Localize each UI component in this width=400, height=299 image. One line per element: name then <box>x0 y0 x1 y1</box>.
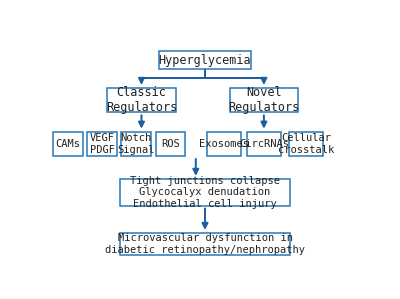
Text: CircRNAs: CircRNAs <box>239 139 289 149</box>
Text: Notch
Signal: Notch Signal <box>118 133 155 155</box>
FancyBboxPatch shape <box>53 132 83 156</box>
FancyBboxPatch shape <box>107 88 176 112</box>
FancyBboxPatch shape <box>206 132 241 156</box>
Text: Microvascular dysfunction in
diabetic retinopathy/nephropathy: Microvascular dysfunction in diabetic re… <box>105 234 305 255</box>
FancyBboxPatch shape <box>120 179 290 206</box>
Text: Hyperglycemia: Hyperglycemia <box>159 54 251 67</box>
FancyBboxPatch shape <box>289 132 323 156</box>
Text: Cellular
crosstalk: Cellular crosstalk <box>278 133 334 155</box>
Text: ROS: ROS <box>161 139 180 149</box>
FancyBboxPatch shape <box>158 51 252 69</box>
FancyBboxPatch shape <box>122 132 151 156</box>
Text: Tight junctions collapse
Glycocalyx denudation
Endothelial cell injury: Tight junctions collapse Glycocalyx denu… <box>130 176 280 209</box>
Text: Exosomes: Exosomes <box>199 139 249 149</box>
Text: Classic
Regulators: Classic Regulators <box>106 86 177 114</box>
FancyBboxPatch shape <box>120 233 290 255</box>
FancyBboxPatch shape <box>230 88 298 112</box>
FancyBboxPatch shape <box>87 132 117 156</box>
Text: CAMs: CAMs <box>56 139 80 149</box>
Text: VEGF
PDGF: VEGF PDGF <box>90 133 114 155</box>
Text: Novel
Regulators: Novel Regulators <box>228 86 300 114</box>
FancyBboxPatch shape <box>156 132 185 156</box>
FancyBboxPatch shape <box>247 132 281 156</box>
